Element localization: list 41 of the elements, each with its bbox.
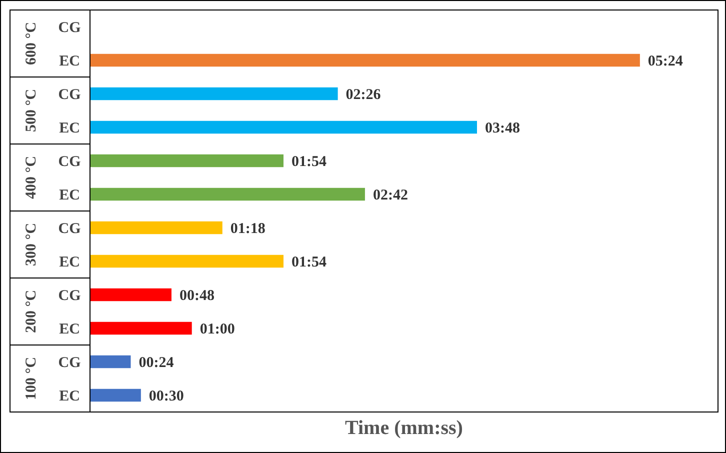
bar <box>90 221 222 234</box>
data-label: 02:26 <box>346 87 382 103</box>
data-label: 01:00 <box>200 322 235 338</box>
text: 500 °C <box>23 88 40 132</box>
data-label: 00:24 <box>138 355 174 371</box>
text: 400 °C <box>23 156 40 200</box>
text: 600 °C <box>23 22 40 66</box>
bar <box>90 355 131 368</box>
bar <box>90 388 141 402</box>
y-tick-label: CG <box>58 355 82 371</box>
data-label: 05:24 <box>648 54 684 70</box>
bar <box>90 120 477 134</box>
bar <box>90 54 640 67</box>
data-label: 01:54 <box>291 154 327 170</box>
x-axis-title: Time (mm:ss) <box>345 417 463 439</box>
y-tick-label: EC <box>59 120 80 136</box>
y-tick-label: CG <box>58 20 82 36</box>
data-label: 00:30 <box>148 388 184 404</box>
text: 200 °C <box>23 290 40 334</box>
bar <box>90 288 172 302</box>
bar <box>90 87 338 100</box>
bar <box>90 188 365 201</box>
text: 100 °C <box>23 356 40 400</box>
y-tick-label: CG <box>58 288 82 304</box>
data-label: 00:48 <box>179 288 214 304</box>
bar <box>90 322 192 335</box>
data-label: 01:54 <box>291 254 327 270</box>
data-label: 02:42 <box>372 188 408 204</box>
bar <box>90 254 284 268</box>
y-tick-label: EC <box>59 188 80 204</box>
data-label: 01:18 <box>230 221 266 237</box>
data-label: 03:48 <box>484 120 520 136</box>
y-tick-label: EC <box>59 254 80 270</box>
y-tick-label: EC <box>59 322 80 338</box>
y-tick-label: CG <box>58 154 82 170</box>
y-tick-label: CG <box>58 221 82 237</box>
y-tick-label: EC <box>59 54 80 70</box>
bar <box>90 154 284 168</box>
y-tick-label: EC <box>59 388 80 404</box>
text: 300 °C <box>23 222 40 266</box>
y-tick-label: CG <box>58 87 82 103</box>
